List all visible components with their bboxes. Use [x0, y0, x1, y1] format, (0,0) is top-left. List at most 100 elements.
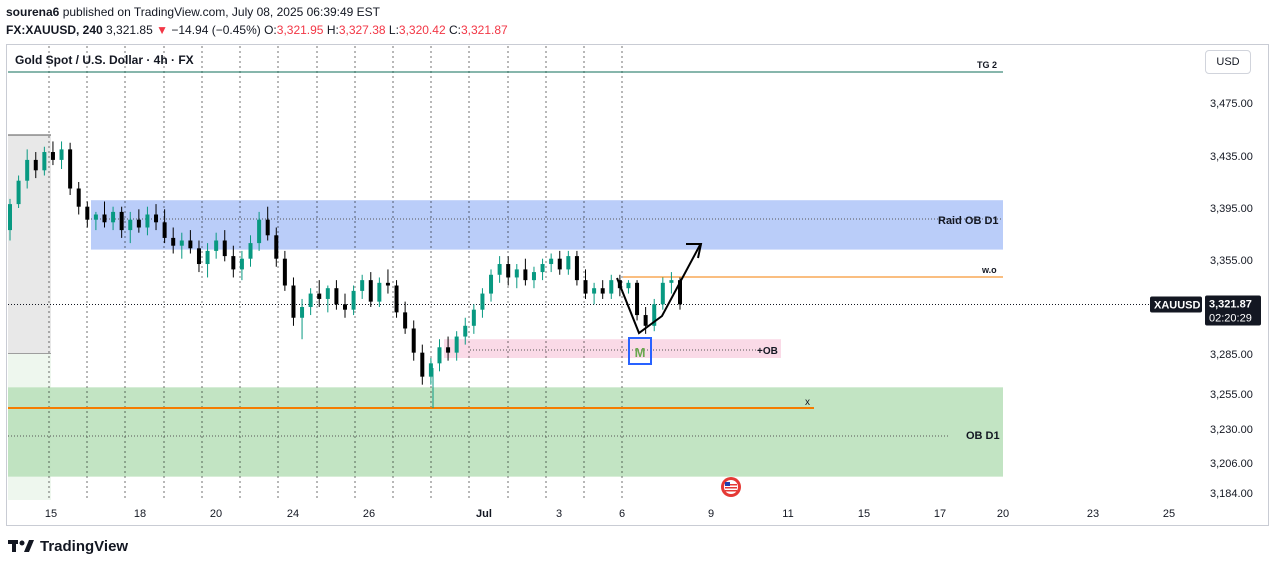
- candle-body: [480, 293, 485, 310]
- candle: [42, 146, 47, 176]
- candle: [188, 230, 193, 254]
- x-tick-label: 20: [997, 508, 1009, 520]
- candle: [102, 201, 107, 228]
- candle: [557, 250, 562, 275]
- candle: [497, 256, 502, 283]
- candle-body: [489, 274, 494, 294]
- candle-body: [171, 237, 176, 246]
- candle: [214, 232, 219, 259]
- candle-body: [76, 188, 81, 207]
- candle-body: [25, 159, 30, 181]
- candle: [343, 293, 347, 318]
- wo-label: w.o: [981, 265, 997, 275]
- candle-body: [454, 336, 459, 353]
- candle: [592, 282, 597, 305]
- candle-body: [420, 352, 425, 377]
- candle-body: [188, 240, 193, 249]
- candle-body: [325, 288, 330, 299]
- candle: [626, 280, 631, 294]
- symbol-info-line: FX:XAUUSD, 240 3,321.85 ▼ −14.94 (−0.45%…: [6, 23, 508, 37]
- candle-body: [145, 214, 150, 228]
- raid-ob-label: Raid OB D1: [938, 215, 999, 227]
- candle: [377, 277, 382, 307]
- candle-body: [394, 285, 399, 313]
- candle: [128, 211, 133, 244]
- candle-body: [334, 288, 339, 305]
- candle: [179, 232, 184, 259]
- plus-ob-label: +OB: [757, 346, 778, 357]
- candle-body: [471, 309, 476, 326]
- candle: [574, 250, 579, 286]
- candle-body: [566, 256, 571, 270]
- candle-body: [385, 282, 390, 286]
- candle: [136, 209, 141, 233]
- close-label: C:: [448, 23, 461, 37]
- us-flag-stripe: [725, 487, 737, 489]
- candle-body: [162, 222, 167, 238]
- candle-body: [257, 219, 262, 244]
- candle: [239, 250, 244, 281]
- candle-body: [351, 290, 356, 310]
- candle: [257, 211, 262, 251]
- candle: [635, 280, 640, 321]
- candle-body: [463, 325, 468, 337]
- candle-body: [531, 272, 536, 281]
- currency-button[interactable]: USD: [1205, 50, 1251, 74]
- candle: [282, 250, 287, 291]
- candle: [549, 253, 554, 273]
- candle: [463, 317, 468, 345]
- candle-body: [42, 152, 47, 171]
- candle-body: [179, 240, 184, 246]
- candle: [16, 175, 21, 208]
- candle: [660, 277, 665, 310]
- tradingview-logo[interactable]: TradingView: [8, 538, 128, 555]
- candle: [368, 272, 373, 307]
- y-tick-label: 3,285.00: [1210, 349, 1253, 361]
- arrow-head-icon: [686, 243, 703, 259]
- candle: [50, 141, 55, 166]
- candle-body: [33, 159, 38, 171]
- candle: [609, 274, 614, 299]
- candle-body: [136, 219, 141, 228]
- candle-body: [549, 258, 554, 265]
- candle: [420, 344, 425, 385]
- candle: [222, 230, 227, 262]
- x-tick-label: 23: [1087, 508, 1099, 520]
- symbol-tag: XAUUSD: [1154, 299, 1201, 311]
- candle: [25, 149, 30, 189]
- candle-body: [635, 282, 640, 316]
- candle: [59, 141, 64, 169]
- x-tick-label: 3: [556, 508, 562, 520]
- candle-body: [291, 285, 296, 318]
- candle: [93, 211, 98, 231]
- candle: [171, 227, 176, 254]
- ob-d1-label: OB D1: [966, 430, 1000, 442]
- candle: [231, 245, 236, 278]
- x-tick-label: 15: [858, 508, 870, 520]
- y-tick-label: 3,230.00: [1210, 424, 1253, 436]
- candle-body: [652, 304, 657, 326]
- price-tag-bg: [1205, 295, 1261, 326]
- close-value: 3,321.87: [460, 23, 508, 37]
- candle-body: [239, 258, 244, 270]
- candle: [33, 152, 38, 179]
- candle: [162, 209, 167, 244]
- candle-body: [540, 264, 545, 273]
- tg2-label: TG 2: [977, 60, 997, 70]
- candle: [265, 206, 270, 241]
- candle: [489, 269, 494, 302]
- candle: [154, 204, 159, 231]
- candle-body: [317, 293, 322, 299]
- candle-body: [231, 256, 236, 270]
- candle: [652, 298, 657, 332]
- x-tick-label: 18: [134, 508, 146, 520]
- candle-body: [265, 219, 270, 236]
- high-value: 3,327.38: [338, 23, 386, 37]
- candle-body: [282, 258, 287, 286]
- history-shade: [8, 135, 51, 354]
- countdown-tag: 02:20:29: [1209, 312, 1252, 324]
- candle-body: [592, 288, 597, 294]
- candle: [291, 277, 296, 326]
- tradingview-brand: TradingView: [40, 538, 129, 555]
